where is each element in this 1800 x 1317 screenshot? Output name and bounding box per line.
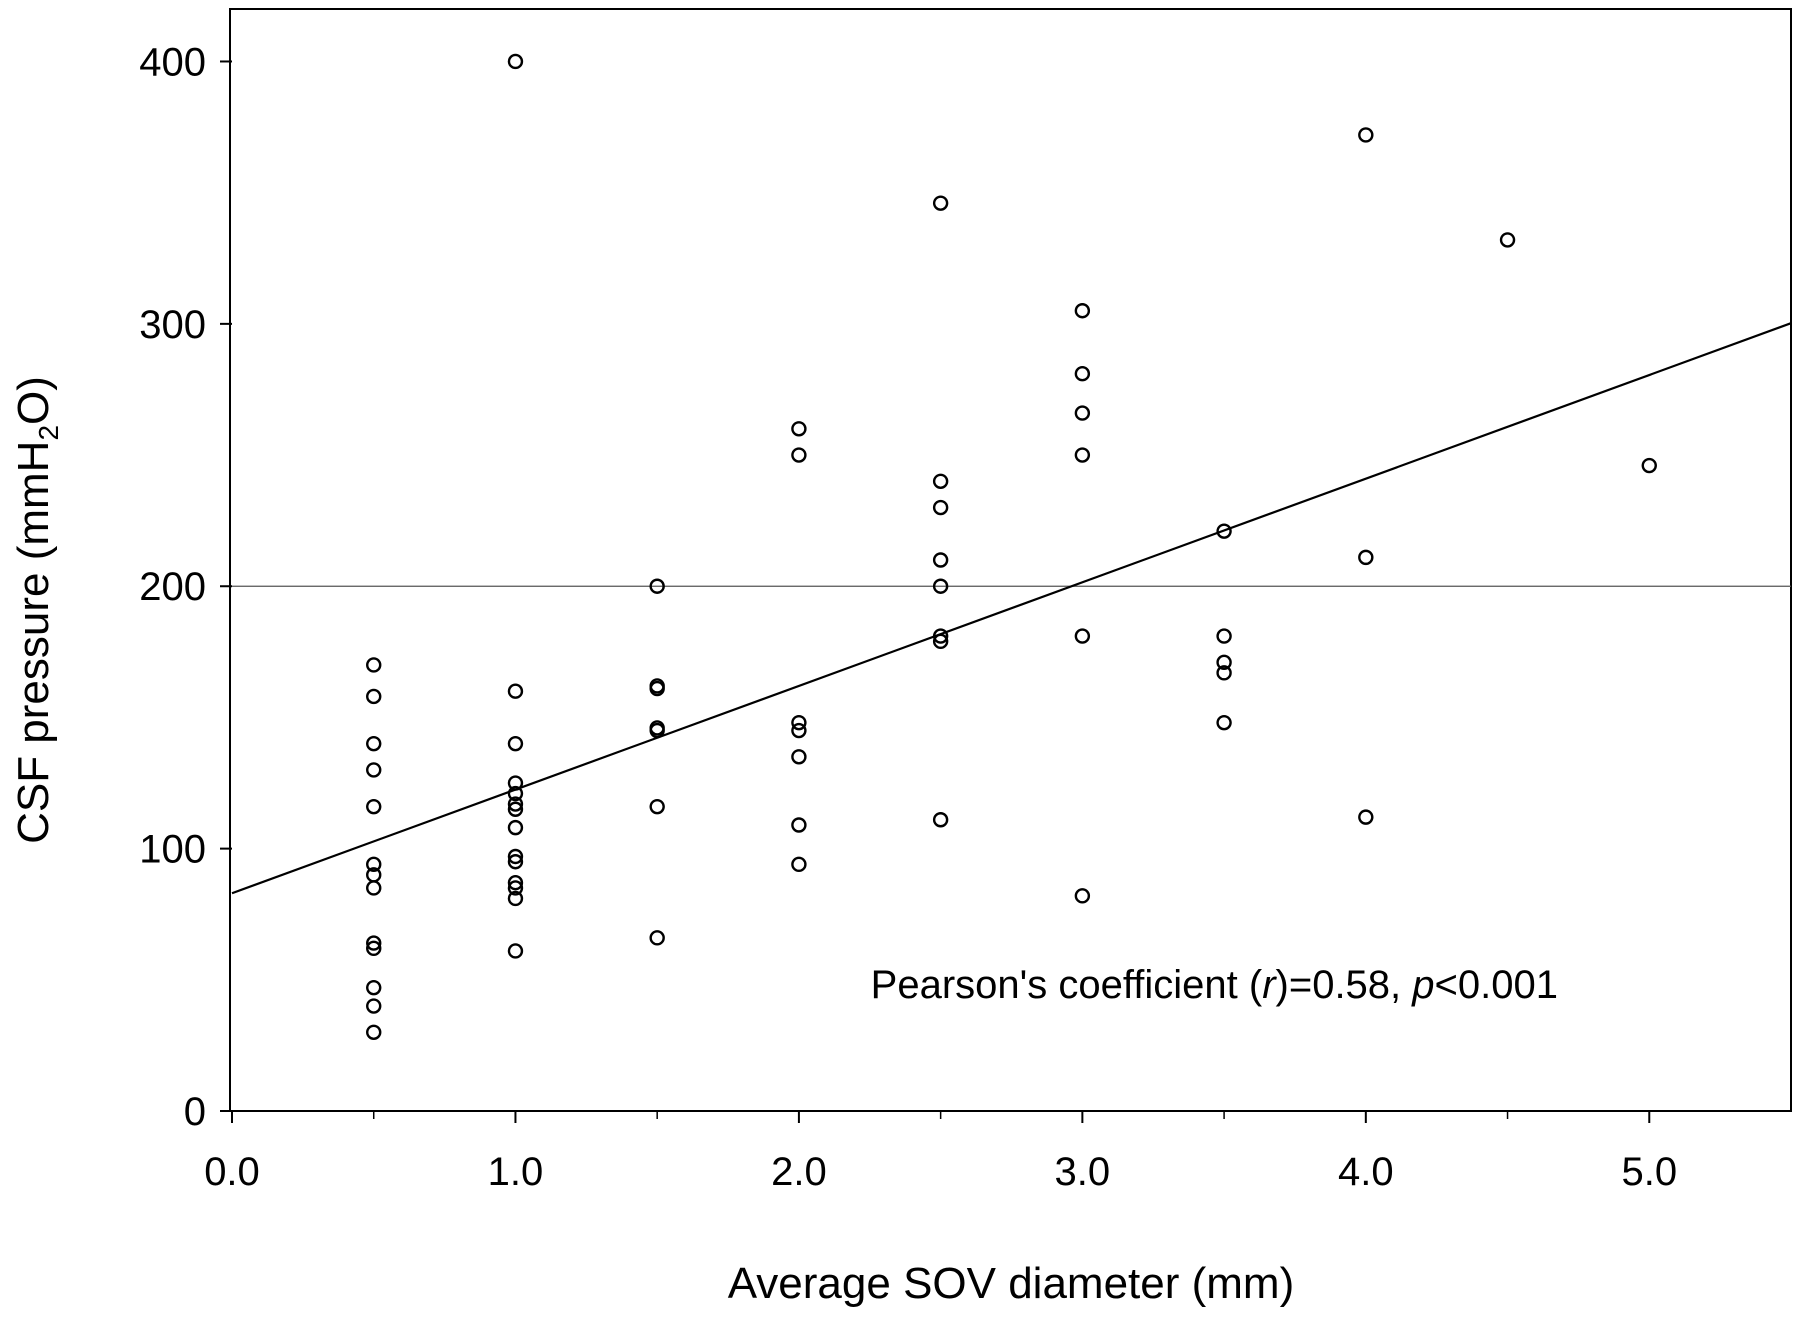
data-point [1074,447,1091,463]
data-point [649,798,665,815]
data-point [1216,628,1232,644]
data-point [366,735,382,752]
data-point [649,680,665,697]
data-point [791,447,807,463]
data-point [1074,366,1091,382]
data-point [932,812,949,828]
data-point [791,817,807,833]
annotation-part-2: )=0.58, [1276,963,1413,1007]
data-point [1074,303,1091,319]
data-point [1216,523,1232,539]
data-point [366,935,382,951]
data-point [366,688,382,705]
data-point [366,798,382,815]
y-axis-title: CSF pressure (mmH2O) [9,376,64,844]
data-point [366,762,382,778]
x-tick-label: 5.0 [1621,1150,1677,1194]
data-point [366,1024,382,1040]
data-point [1641,457,1657,474]
y-axis-title-subscript: 2 [33,425,64,441]
y-axis-title-end: O) [9,376,58,425]
data-point [1358,809,1374,825]
y-tick-label: 200 [139,565,206,609]
data-point [1074,888,1091,904]
data-point [791,749,807,765]
data-point [932,628,949,644]
x-tick-label: 0.0 [204,1150,260,1194]
data-point [507,796,524,812]
data-points [366,53,1657,1040]
data-point [932,578,949,594]
data-point [649,930,665,946]
data-point [507,53,524,70]
y-tick-label: 300 [139,303,206,347]
data-point [366,998,382,1014]
y-tick-label: 400 [139,40,206,84]
data-point [507,943,524,959]
data-point [366,880,382,896]
data-point [507,819,524,836]
data-point [932,473,949,489]
data-point [649,578,665,594]
data-point [1216,665,1232,681]
x-tick-label: 1.0 [488,1150,544,1194]
data-point [507,854,524,870]
data-point [932,195,949,211]
data-point [507,775,524,791]
data-point [932,499,949,516]
data-point [1074,628,1091,644]
data-point [507,801,524,817]
data-point [366,940,382,957]
data-point [366,856,382,873]
x-tick-label: 2.0 [771,1150,827,1194]
data-point [1499,232,1516,248]
data-point [507,785,524,802]
data-point [1216,714,1232,731]
data-point [791,714,807,731]
data-point [932,552,949,568]
data-point [1358,549,1374,566]
annotation-p: p [1411,963,1434,1007]
annotation-r: r [1262,963,1277,1007]
data-point [1074,405,1091,421]
data-point [507,890,524,907]
regression-line [231,322,1792,895]
x-axis: 0.0 1.0 2.0 3.0 4.0 5.0 [204,1111,1677,1194]
data-point [649,722,665,739]
annotation-part-3: <0.001 [1435,963,1558,1007]
x-tick-label: 4.0 [1338,1150,1394,1194]
y-tick-label: 0 [184,1090,206,1134]
data-point [507,880,524,896]
data-point [1358,127,1374,143]
pearson-annotation: Pearson's coefficient (r)=0.58, p<0.001 [871,963,1558,1007]
data-point [791,856,807,873]
data-point [791,722,807,739]
y-tick-label: 100 [139,828,206,872]
y-axis-title-main: CSF pressure (mmH [9,441,58,844]
annotation-part-1: Pearson's coefficient ( [871,963,1263,1007]
data-point [507,848,524,865]
data-point [791,421,807,437]
data-point [1216,654,1232,671]
plot-frame [229,8,1792,1112]
data-point [932,633,949,650]
data-point [507,683,524,699]
x-axis-title: Average SOV diameter (mm) [728,1259,1294,1308]
y-axis: 0 100 200 300 400 [139,40,232,1134]
x-tick-label: 3.0 [1055,1150,1111,1194]
data-point [366,979,382,996]
data-point [366,657,382,673]
data-point [507,735,524,752]
data-point [507,875,524,891]
